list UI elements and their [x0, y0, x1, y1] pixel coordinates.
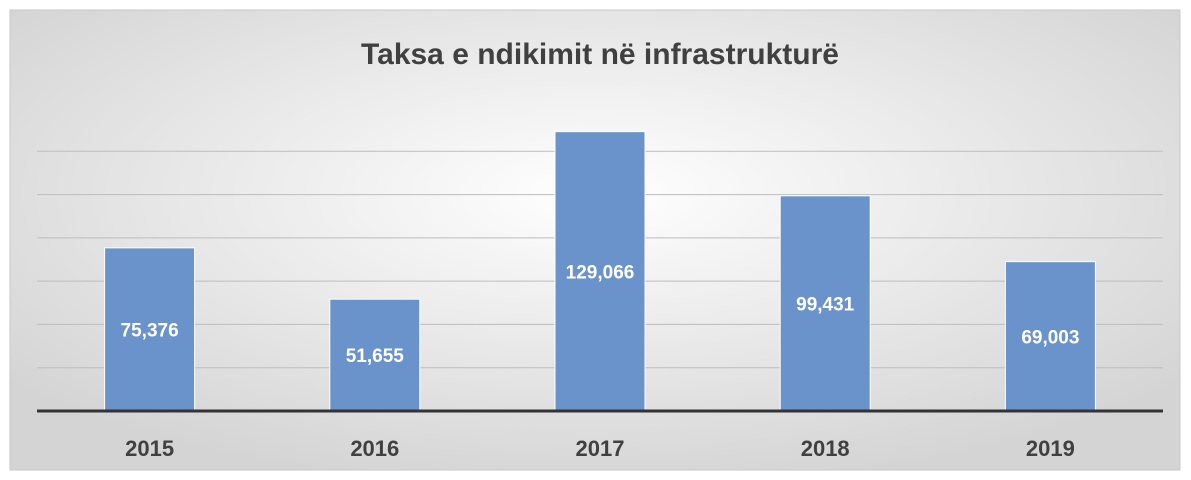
- bar: [1004, 261, 1096, 412]
- x-tick-label: 2015: [125, 436, 174, 461]
- data-label: 69,003: [1021, 327, 1079, 348]
- x-tick-label: 2019: [1026, 436, 1075, 461]
- bar: [329, 298, 421, 412]
- bar: [554, 131, 646, 412]
- data-label: 129,066: [566, 262, 635, 283]
- data-label: 99,431: [796, 294, 855, 315]
- data-label: 75,376: [121, 320, 179, 341]
- chart-title: Taksa e ndikimit në infrastrukturë: [361, 38, 839, 71]
- x-tick-label: 2017: [576, 436, 625, 461]
- bar: [779, 195, 871, 412]
- bar: [104, 247, 196, 412]
- data-label: 51,655: [346, 346, 405, 367]
- x-tick-label: 2016: [350, 436, 399, 461]
- x-tick-label: 2018: [801, 436, 850, 461]
